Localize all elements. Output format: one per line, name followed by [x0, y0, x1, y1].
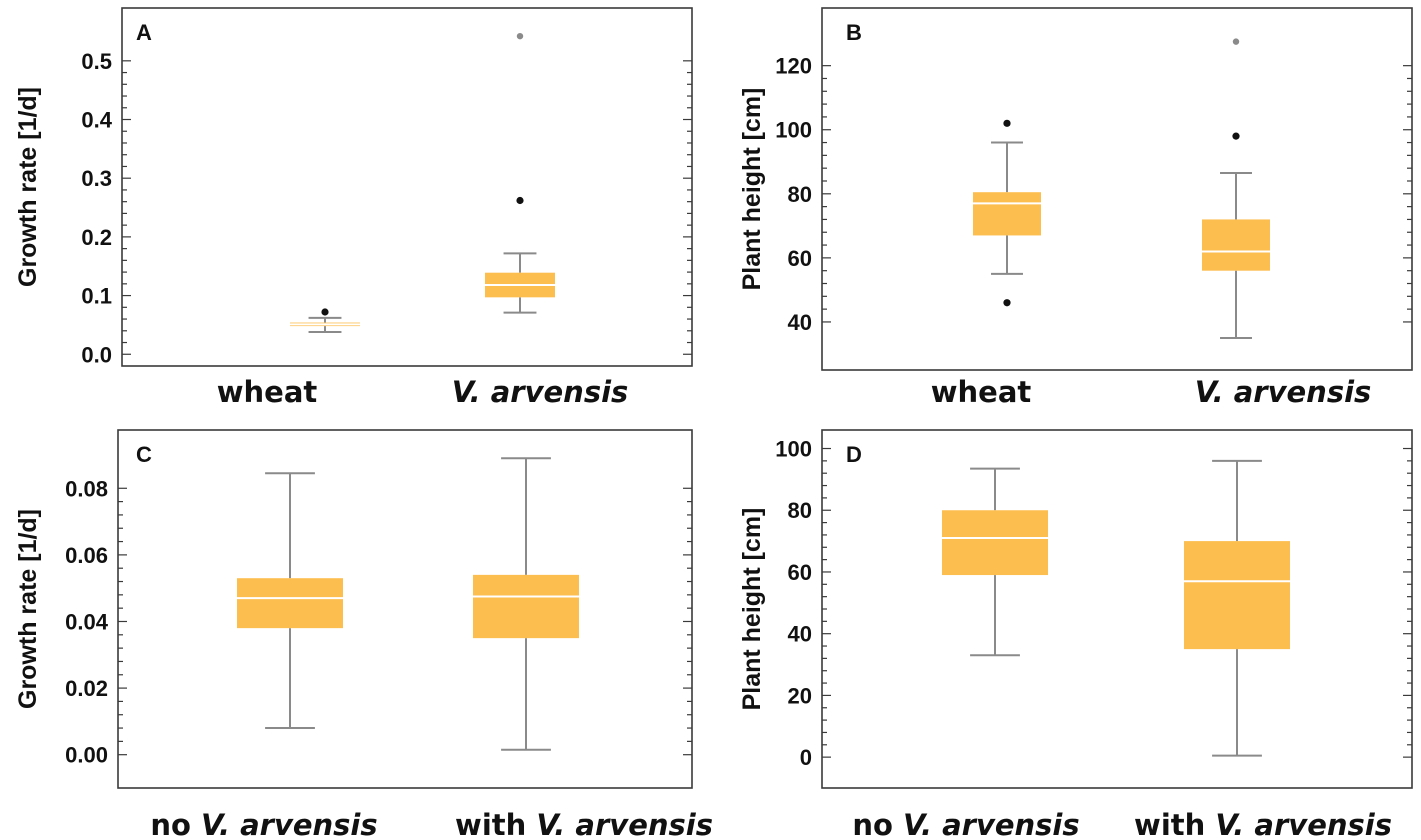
panel-letter: C — [136, 442, 152, 467]
box-group-1 — [942, 467, 1048, 657]
plot-frame — [821, 7, 1413, 371]
y-tick-label: 0.04 — [65, 609, 109, 634]
plot-frame — [821, 429, 1413, 789]
far-outlier-point — [1232, 38, 1240, 45]
x-category-label: no V. arvensis — [150, 808, 377, 840]
iqr-box — [1202, 219, 1270, 271]
y-tick-label: 0.06 — [65, 543, 108, 568]
y-tick-label: 0.5 — [81, 49, 112, 74]
y-tick-label: 0.02 — [65, 676, 108, 701]
plot-frame — [121, 7, 693, 367]
box-group-1 — [290, 308, 360, 333]
y-tick-label: 0 — [800, 745, 812, 770]
y-tick-label: 120 — [775, 54, 812, 79]
box-group-1 — [237, 472, 343, 730]
y-tick-label: 0.0 — [81, 342, 112, 367]
y-tick-label: 20 — [788, 683, 812, 708]
y-tick-label: 0.3 — [81, 166, 112, 191]
category-species: V. arvensis — [1195, 375, 1372, 409]
panel-d: 0 20 40 60 80 100 Plant height [cm] Dno V. arve… — [738, 429, 1413, 840]
y-tick-label: 0.00 — [65, 743, 108, 768]
y-tick-label: 80 — [788, 498, 812, 523]
box-group-2 — [473, 457, 579, 751]
y-tick-label: 100 — [775, 437, 812, 462]
outlier-point — [1232, 132, 1240, 140]
x-category-label: V. arvensis — [1195, 375, 1372, 409]
y-axis-label: Growth rate [1/d] — [14, 509, 42, 709]
x-category-label: wheat — [217, 375, 318, 409]
y-tick-label: 0.08 — [65, 476, 108, 501]
outlier-point — [516, 196, 524, 205]
y-tick-label: 0.2 — [81, 225, 112, 250]
panel-letter: D — [846, 442, 862, 467]
iqr-box — [237, 578, 343, 629]
x-category-label: V. arvensis — [452, 375, 629, 409]
iqr-box — [973, 192, 1041, 236]
panel-letter: B — [846, 20, 862, 45]
category-text: wheat — [217, 375, 318, 409]
outlier-point — [321, 308, 329, 316]
y-tick-label: 40 — [788, 622, 812, 647]
y-tick-label: 60 — [788, 560, 812, 585]
plot-frame — [117, 429, 693, 789]
box-group-1 — [973, 119, 1041, 307]
category-species: V. arvensis — [903, 808, 1080, 840]
category-prefix: with — [1134, 808, 1215, 840]
category-species: V. arvensis — [536, 808, 713, 840]
category-text: wheat — [931, 375, 1032, 409]
y-tick-label: 60 — [788, 246, 812, 271]
category-species: V. arvensis — [201, 808, 378, 840]
iqr-box — [473, 574, 579, 639]
panel-c: 0.00 0.02 0.04 0.06 0.08 Growth rate [1/d] Cno… — [14, 429, 713, 840]
y-axis-label: Growth rate [1/d] — [14, 87, 42, 287]
box-group-2 — [485, 32, 555, 314]
y-tick-label: 100 — [775, 118, 812, 143]
far-outlier-point — [516, 32, 524, 40]
panel-a: 0.0 0.1 0.2 0.3 0.4 0.5 Growth rate [1/d] Awhea… — [14, 7, 693, 409]
x-category-label: wheat — [931, 375, 1032, 409]
panel-letter: A — [136, 20, 152, 45]
box-group-2 — [1184, 459, 1290, 757]
outlier-point — [1003, 119, 1011, 127]
y-axis-label: Plant height [cm] — [738, 508, 766, 711]
category-prefix: no — [150, 808, 201, 840]
box-group-2 — [1202, 38, 1270, 339]
y-axis-label: Plant height [cm] — [738, 88, 766, 291]
x-category-label: with V. arvensis — [1134, 808, 1392, 840]
y-tick-label: 0.4 — [81, 108, 112, 133]
category-species: V. arvensis — [452, 375, 629, 409]
y-tick-label: 80 — [788, 182, 812, 207]
category-species: V. arvensis — [1215, 808, 1392, 840]
x-category-label: with V. arvensis — [455, 808, 713, 840]
outlier-point — [1003, 299, 1011, 307]
category-prefix: no — [852, 808, 903, 840]
iqr-box — [942, 510, 1048, 576]
x-category-label: no V. arvensis — [852, 808, 1079, 840]
y-tick-label: 0.1 — [81, 284, 112, 309]
iqr-box — [1184, 541, 1290, 650]
y-tick-label: 40 — [788, 310, 812, 335]
category-prefix: with — [455, 808, 536, 840]
